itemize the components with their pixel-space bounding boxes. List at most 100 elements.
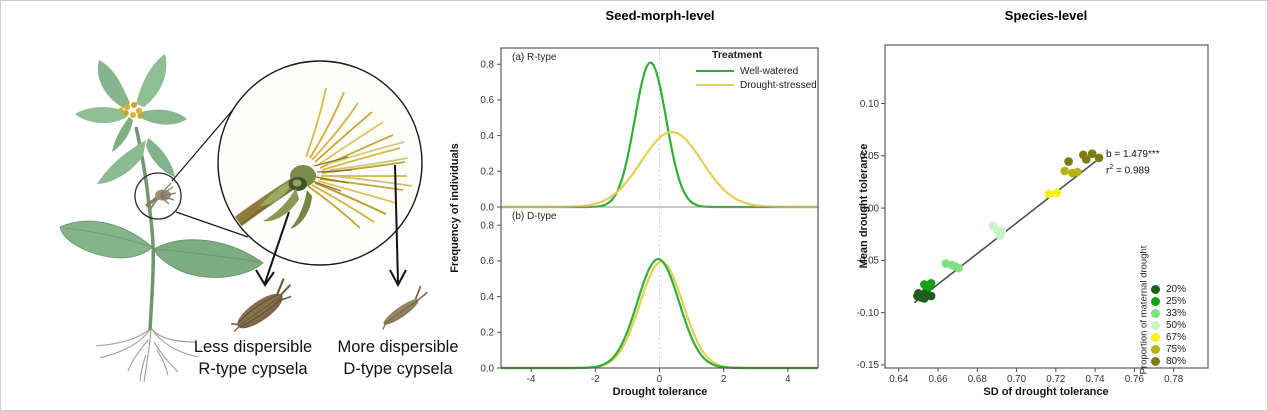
scatter-points-33-	[941, 259, 963, 273]
legend-dot-25-	[1151, 297, 1160, 307]
svg-text:0.00: 0.00	[860, 203, 880, 214]
scatter-chart: 0.64 0.66 0.68 0.70 0.72 0.74 0.76 0.78 0.10 0.05…	[857, 44, 1209, 385]
y-axis-ticks-panel-a: 0.0 0.2 0.4 0.6 0.8	[480, 60, 501, 213]
legend-dot-75-	[1151, 344, 1160, 354]
legend-entry-drought-stressed: Drought-stressed	[696, 78, 826, 92]
cypsela-bristles	[305, 87, 413, 229]
d-type-cypsela	[382, 285, 428, 330]
plant-leaves-mid	[97, 138, 175, 184]
legend-label: 20%	[1166, 284, 1187, 296]
legend-dot-50-	[1151, 321, 1160, 331]
scatter-chart-title: Species-level	[1004, 8, 1088, 23]
legend-label: Drought-stressed	[740, 79, 817, 91]
legend-swatch-drought-stressed	[696, 83, 734, 87]
density-y-axis-label: Frequency of individuals	[449, 143, 461, 273]
legend-label: 25%	[1166, 296, 1187, 308]
r-type-cypsela	[231, 278, 292, 333]
plant-illustration	[59, 54, 428, 383]
svg-text:0.72: 0.72	[1046, 374, 1065, 385]
legend-entry-75-: 75%	[1151, 343, 1186, 355]
svg-text:0.66: 0.66	[928, 374, 948, 385]
plant-roots	[95, 327, 199, 383]
plant-leaves-top	[75, 54, 187, 152]
legend-label: 50%	[1166, 320, 1187, 332]
regression-annotation: b = 1.479*** r2 = 0.989	[1106, 148, 1160, 177]
svg-text:-2: -2	[591, 374, 600, 385]
svg-text:0.0: 0.0	[480, 202, 494, 213]
legend-dot-33-	[1151, 309, 1160, 319]
legend-dot-80-	[1151, 356, 1160, 366]
legend-swatch-well-watered	[696, 69, 734, 73]
panel-b-label: (b) D-type	[512, 211, 557, 222]
cypsela-head-photo	[226, 87, 413, 232]
scatter-x-axis-label: SD of drought tolerance	[983, 386, 1109, 398]
flower-head	[118, 102, 143, 119]
magnifier-line-lower	[175, 211, 249, 238]
legend-label: 33%	[1166, 308, 1187, 320]
svg-text:0.8: 0.8	[480, 60, 494, 71]
legend-dot-67-	[1151, 333, 1160, 342]
legend-entry-25-: 25%	[1151, 296, 1186, 308]
svg-text:0.2: 0.2	[480, 328, 494, 339]
legend-entry-20-: 20%	[1151, 284, 1186, 296]
treatment-legend-title: Treatment	[712, 49, 763, 61]
plant-leaves-lower	[59, 220, 264, 278]
density-plot-frame	[500, 47, 819, 369]
svg-text:0.76: 0.76	[1125, 374, 1145, 385]
legend-label: Well-watered	[740, 65, 799, 77]
magnifier-large-circle	[217, 60, 423, 266]
legend-entry-well-watered: Well-watered	[696, 64, 826, 78]
r-type-label-line1: Less dispersible	[193, 338, 313, 356]
svg-text:-0.05: -0.05	[857, 256, 880, 267]
treatment-legend: Treatment Well-watered Drought-stressed	[696, 49, 826, 92]
svg-text:0.6: 0.6	[480, 256, 494, 267]
scatter-points-67-	[1044, 188, 1062, 199]
y-axis-ticks-panel-b: 0.0 0.2 0.4 0.6 0.8	[480, 221, 501, 374]
scatter-points-50-	[988, 221, 1007, 241]
legend-entry-67-: 67%	[1151, 332, 1186, 344]
y-axis-ticks: 0.10 0.05 0.00 -0.05 -0.10 -0.15	[857, 99, 885, 371]
legend-label: 80%	[1166, 355, 1187, 367]
r-type-label-line2: R-type cypsela	[198, 360, 308, 378]
density-chart-title: Seed-morph-level	[605, 8, 715, 23]
x-axis-ticks: 0.64 0.66 0.68 0.70 0.72 0.74 0.76 0.78	[889, 368, 1184, 385]
scatter-y-axis-label: Mean drought tolerance	[858, 143, 870, 269]
scatter-plot-frame	[884, 44, 1209, 369]
svg-text:-0.15: -0.15	[857, 360, 880, 371]
maternal-drought-legend: 20% 25% 33% 50% 67% 75% 80%	[1151, 284, 1186, 367]
svg-text:0.74: 0.74	[1086, 374, 1106, 385]
svg-text:4: 4	[785, 374, 791, 385]
legend-label: 75%	[1166, 343, 1187, 355]
legend-entry-33-: 33%	[1151, 308, 1186, 320]
svg-text:0.05: 0.05	[860, 151, 880, 162]
d-type-label-line1: More dispersible	[337, 338, 459, 356]
arrow-to-d-type-icon	[389, 164, 407, 288]
plant-stem	[134, 126, 156, 331]
r-squared-text: r2 = 0.989	[1106, 164, 1150, 177]
legend-label: 67%	[1166, 332, 1187, 343]
legend-entry-80-: 80%	[1151, 355, 1186, 367]
svg-text:0.78: 0.78	[1164, 374, 1184, 385]
svg-text:0.6: 0.6	[480, 95, 494, 106]
svg-text:0.2: 0.2	[480, 167, 494, 178]
d-type-cypsela-label: More dispersible D-type cypsela	[317, 336, 479, 380]
magnifier-small-circle	[134, 172, 182, 220]
density-curve-drought-stressed	[501, 130, 818, 209]
d-type-label-line2: D-type cypsela	[343, 360, 453, 378]
regression-line	[913, 155, 1103, 304]
density-x-axis-label: Drought tolerance	[612, 386, 708, 398]
slope-text: b = 1.479***	[1106, 149, 1160, 160]
scatter-points-75-	[1060, 166, 1082, 178]
svg-text:0.4: 0.4	[480, 131, 494, 142]
legend-dot-20-	[1151, 285, 1160, 295]
scatter-legend-title: Proportion of maternal drought	[1138, 245, 1150, 375]
svg-text:0.0: 0.0	[480, 363, 494, 374]
scatter-points-25-	[920, 279, 936, 292]
svg-text:2: 2	[721, 374, 726, 385]
density-curve-well-watered	[501, 258, 818, 370]
x-axis-ticks: -4 -2 0 2 4	[527, 368, 791, 385]
density-chart: 0.0 0.2 0.4 0.6 0.8 0.0 0.2 0.4 0.6 0.8 -4 -2 0 2 4	[480, 47, 819, 385]
legend-entry-50-: 50%	[1151, 320, 1186, 332]
svg-text:0.68: 0.68	[968, 374, 988, 385]
